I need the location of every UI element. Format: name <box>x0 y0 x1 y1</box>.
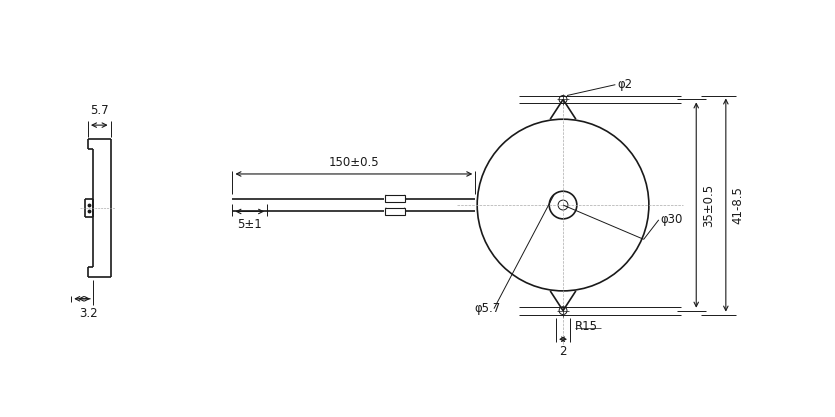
Text: 2: 2 <box>559 345 567 358</box>
Bar <box>386 208 405 215</box>
Text: 41-8.5: 41-8.5 <box>731 186 745 224</box>
Text: φ5.7: φ5.7 <box>474 302 500 315</box>
Text: φ2: φ2 <box>617 78 632 91</box>
Text: φ30: φ30 <box>660 214 683 226</box>
Bar <box>386 195 405 202</box>
Text: 35±0.5: 35±0.5 <box>702 183 715 226</box>
Text: 3.2: 3.2 <box>78 306 98 320</box>
Text: 150±0.5: 150±0.5 <box>328 156 379 169</box>
Text: 5±1: 5±1 <box>237 219 261 231</box>
Text: R15: R15 <box>574 321 598 334</box>
Text: 5.7: 5.7 <box>90 104 109 117</box>
